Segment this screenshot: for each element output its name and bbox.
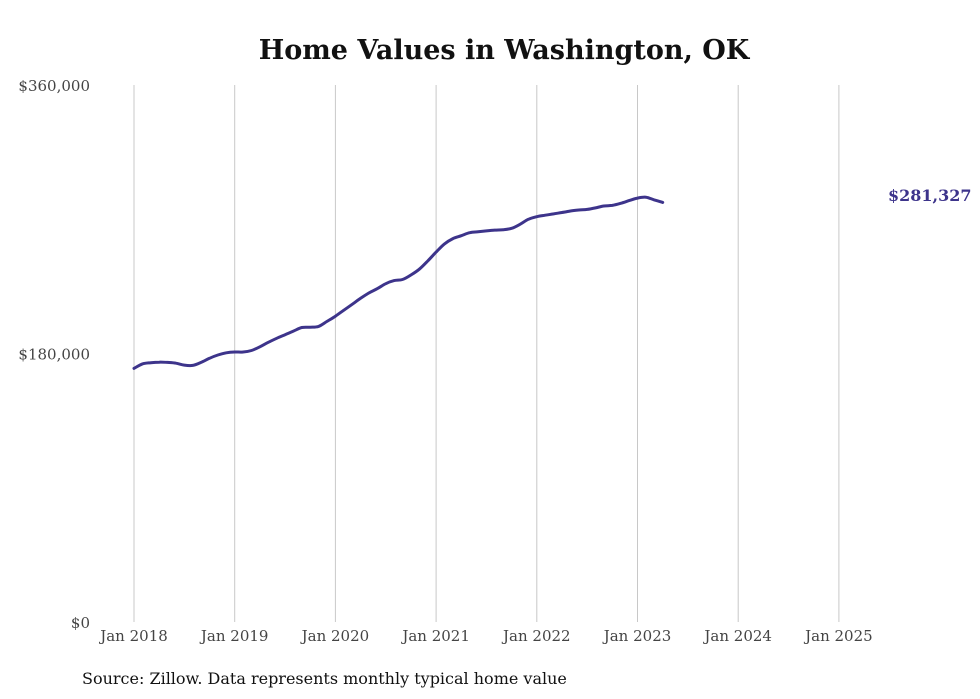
x-tick-label: Jan 2024 [702, 627, 772, 645]
series-layer [132, 195, 665, 370]
chart-title: Home Values in Washington, OK [259, 35, 751, 66]
y-axis: $0 $180,000 $360,000 [18, 77, 90, 632]
x-tick-label: Jan 2025 [803, 627, 873, 645]
gridlines [133, 85, 840, 622]
x-tick-label: Jan 2023 [602, 627, 672, 645]
y-tick-label: $0 [71, 614, 90, 632]
source-note: Source: Zillow. Data represents monthly … [82, 669, 567, 688]
series-line [132, 195, 665, 370]
y-tick-label: $180,000 [18, 346, 90, 364]
x-axis: Jan 2018 Jan 2019 Jan 2020 Jan 2021 Jan 2022… [98, 627, 872, 645]
x-tick-label: Jan 2018 [98, 627, 168, 645]
x-tick-label: Jan 2022 [501, 627, 571, 645]
x-tick-label: Jan 2020 [300, 627, 370, 645]
x-tick-label: Jan 2021 [400, 627, 470, 645]
x-tick-label: Jan 2019 [199, 627, 269, 645]
end-value-label: $281,327 [888, 186, 972, 205]
y-tick-label: $360,000 [18, 77, 90, 95]
